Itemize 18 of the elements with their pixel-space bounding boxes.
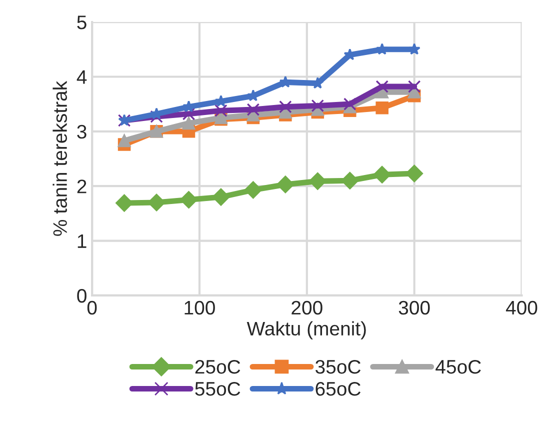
y-axis-title: % tanin terekstrak	[52, 80, 67, 236]
y-tick-label: 5	[77, 16, 86, 30]
x-tick-label: 100	[184, 300, 215, 315]
x-tick-label: 200	[292, 300, 322, 315]
y-tick-label: 2	[77, 180, 86, 194]
y-tick-label: 0	[77, 288, 86, 303]
y-tick-label: 1	[78, 234, 86, 248]
legend-label: 65oC	[316, 382, 361, 396]
x-axis-title: Waktu (menit)	[246, 321, 366, 340]
x-tick-label: 300	[398, 300, 430, 315]
x-tick-label: 400	[506, 300, 538, 315]
legend-label: 35oC	[316, 360, 361, 374]
y-tick-label: 3	[77, 124, 86, 139]
legend-label: 25oC	[195, 360, 240, 374]
x-tick-label: 0	[87, 300, 97, 315]
y-tick-label: 4	[76, 70, 87, 84]
legend-label: 45oC	[436, 360, 481, 374]
legend-label: 55oC	[195, 382, 240, 396]
